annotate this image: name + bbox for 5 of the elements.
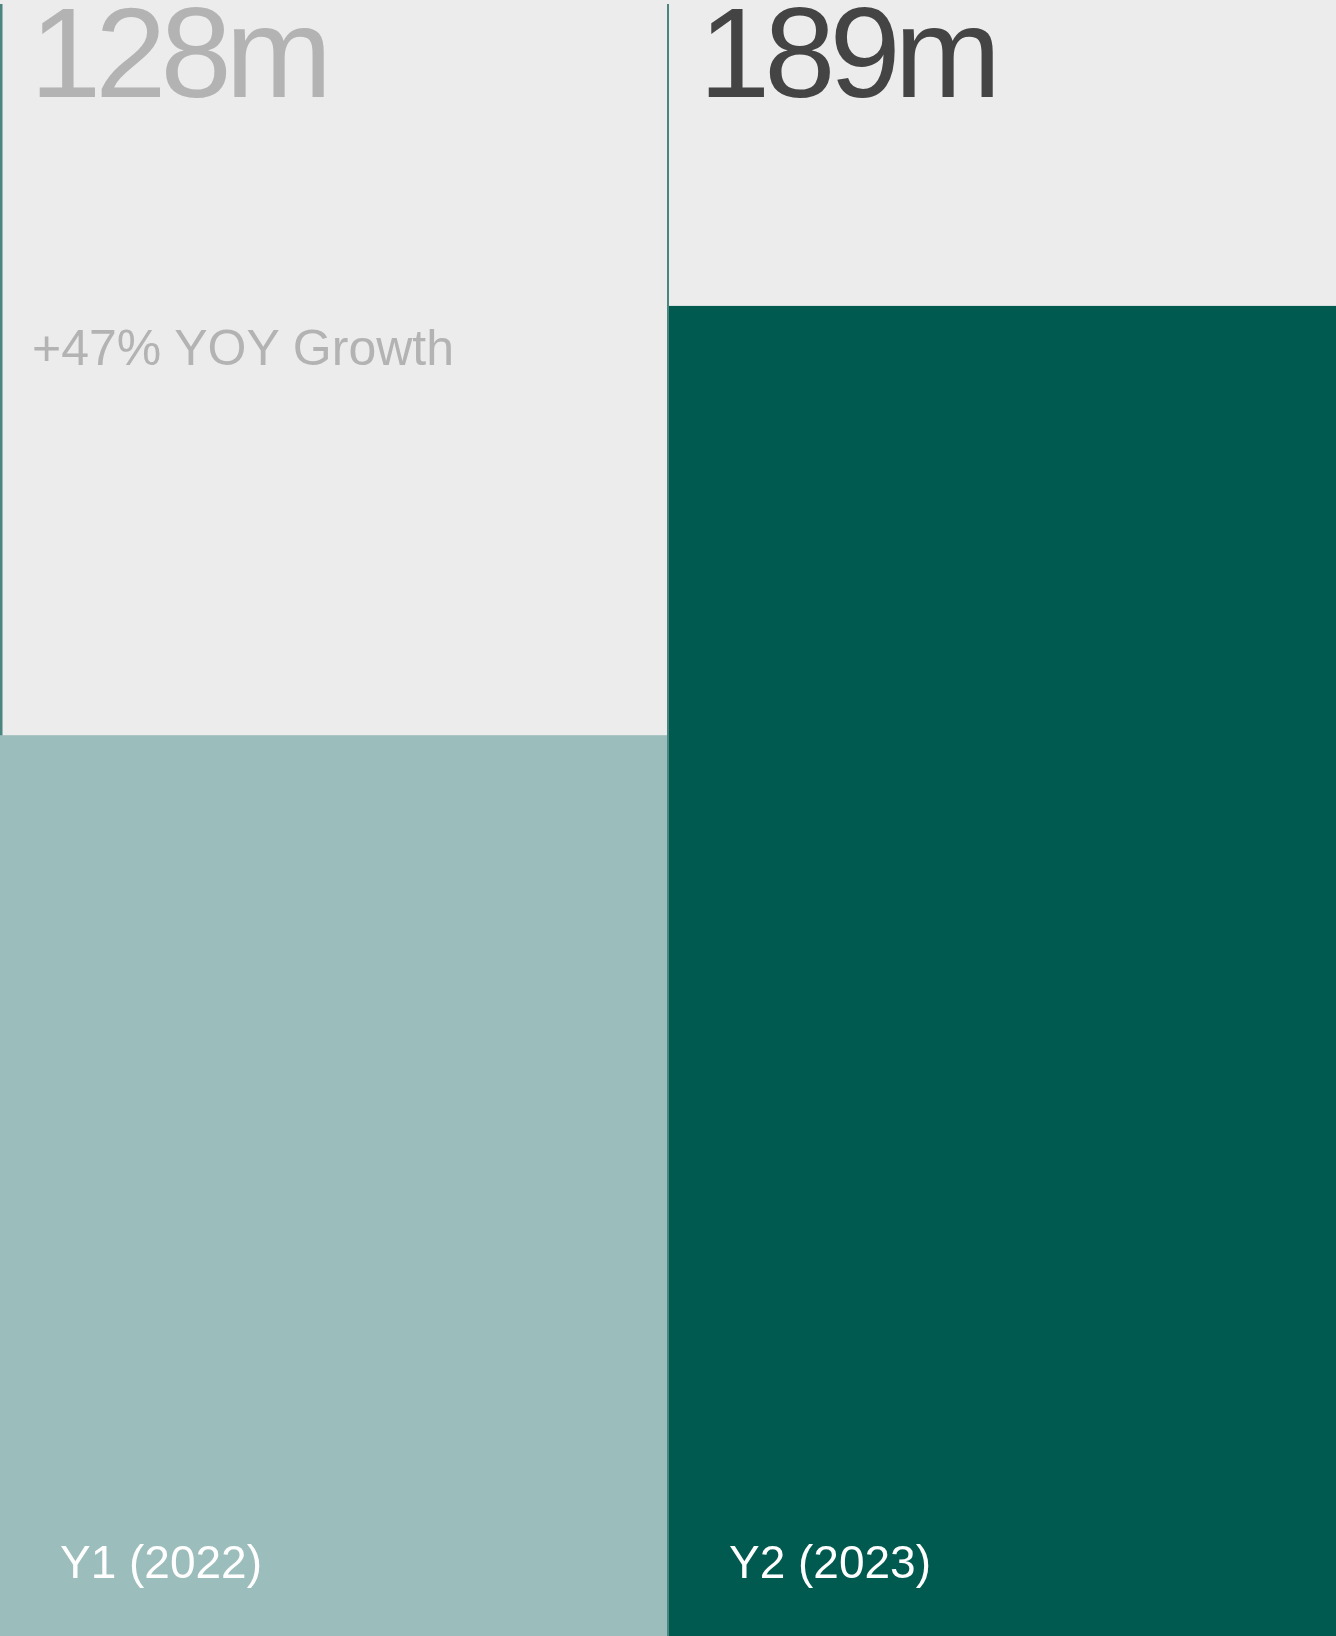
x-tick-label: Y1 (2022) [60, 1536, 263, 1588]
annotation: +47% YOY Growth [32, 320, 454, 376]
x-tick-label: Y2 (2023) [729, 1536, 932, 1588]
data-label: 128m [30, 0, 327, 124]
data-label: 189m [699, 0, 996, 124]
